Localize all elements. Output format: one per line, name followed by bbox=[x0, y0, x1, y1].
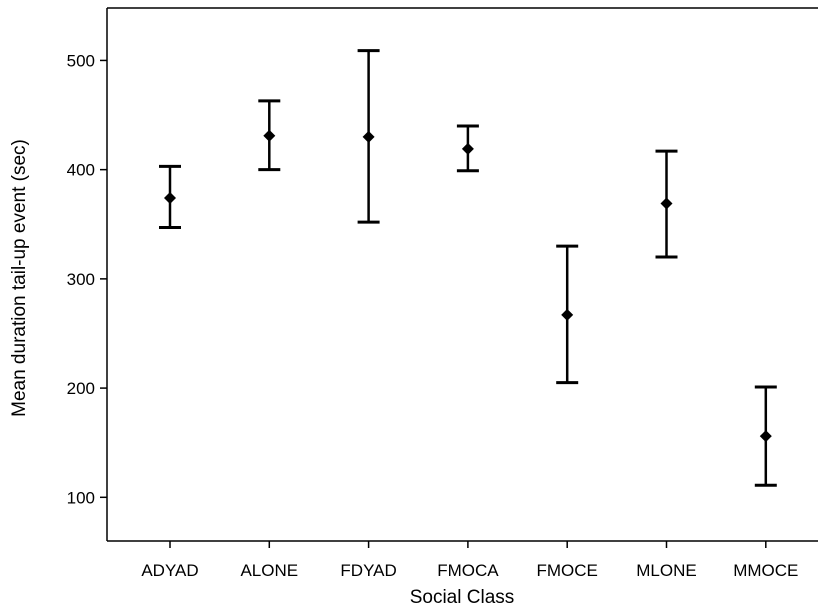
y-tick-label: 100 bbox=[67, 488, 95, 507]
x-tick-label: MMOCE bbox=[733, 561, 798, 580]
x-tick-label: FDYAD bbox=[340, 561, 396, 580]
y-tick-label: 300 bbox=[67, 270, 95, 289]
x-tick-label: MLONE bbox=[636, 561, 696, 580]
x-ticks: ADYAD ALONE FDYAD FMOCA FMOCE MLONE MMOCE bbox=[141, 541, 798, 580]
x-tick-label: ALONE bbox=[240, 561, 298, 580]
y-tick-label: 400 bbox=[67, 161, 95, 180]
y-axis-title: Mean duration tail-up event (sec) bbox=[9, 139, 30, 417]
y-tick-label: 500 bbox=[67, 51, 95, 70]
y-ticks: 100 200 300 400 500 bbox=[67, 51, 107, 507]
data-point-diamond bbox=[660, 197, 673, 210]
data-marks bbox=[159, 49, 777, 487]
x-axis-title: Social Class bbox=[410, 587, 515, 608]
x-tick-label: FMOCE bbox=[537, 561, 598, 580]
data-point-diamond bbox=[759, 430, 772, 443]
x-tick-label: FMOCA bbox=[437, 561, 499, 580]
data-point-diamond bbox=[362, 130, 375, 143]
plot-area bbox=[106, 7, 818, 542]
data-point-diamond bbox=[164, 192, 176, 205]
data-point-diamond bbox=[561, 308, 574, 321]
data-point-diamond bbox=[461, 142, 474, 155]
data-point-diamond bbox=[263, 129, 276, 142]
x-tick-label: ADYAD bbox=[141, 561, 198, 580]
y-tick-label: 200 bbox=[67, 379, 95, 398]
